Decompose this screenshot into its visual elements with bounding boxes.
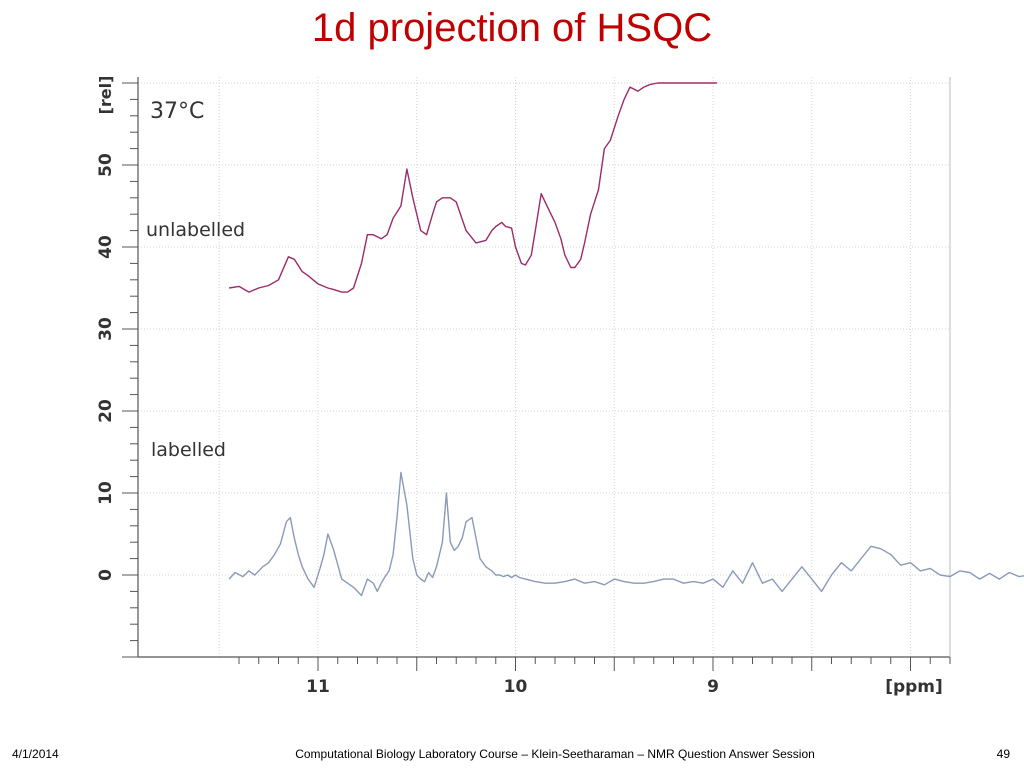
unlabelled-spectrum-line: [228, 82, 717, 293]
labelled-label: labelled: [151, 439, 226, 461]
x-axis-label: [ppm]: [885, 677, 943, 697]
label-layer: 37°C unlabelled labelled: [146, 99, 245, 461]
y-tick-label: 30: [96, 317, 116, 341]
y-axis-label: [rel]: [96, 76, 115, 115]
grid-layer: [138, 77, 950, 658]
series-layer: [228, 82, 1024, 597]
temperature-label: 37°C: [150, 99, 204, 124]
y-tick-label: 0: [96, 569, 116, 581]
y-tick-label: 40: [96, 235, 116, 259]
y-tick-label: 50: [96, 153, 116, 177]
unlabelled-label: unlabelled: [146, 219, 245, 241]
y-tick-label: 10: [96, 481, 116, 505]
footer-date: 4/1/2014: [12, 747, 59, 761]
x-tick-label: 9: [707, 677, 719, 697]
y-tick-label: 20: [96, 399, 116, 423]
x-tick-label: 11: [306, 677, 330, 697]
axes-layer: 0 10 20 30 40 50 [rel] 11 10 9 [ppm]: [96, 76, 951, 697]
page-number: 49: [996, 747, 1010, 761]
x-tick-label: 10: [504, 677, 528, 697]
slide-title: 1d projection of HSQC: [311, 6, 713, 50]
labelled-spectrum-line: [228, 471, 1024, 597]
footer-course-title: Computational Biology Laboratory Course …: [295, 747, 815, 761]
